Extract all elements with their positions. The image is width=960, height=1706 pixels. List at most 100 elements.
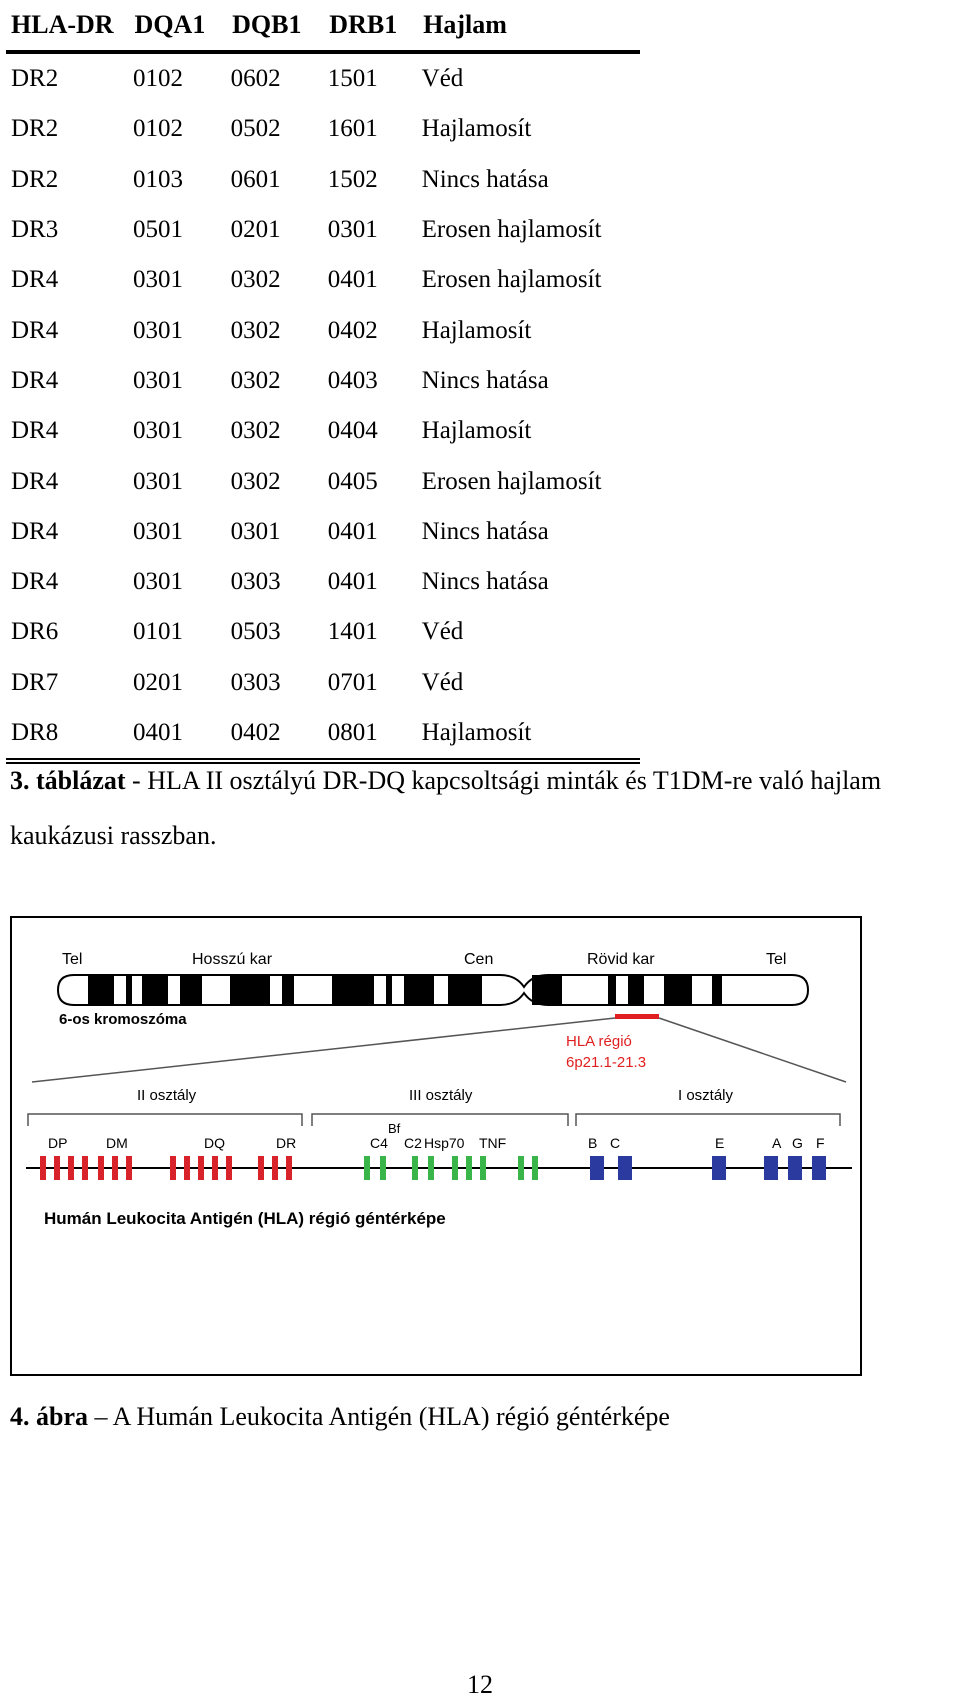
class-ii-gene-mark [258, 1156, 264, 1180]
class-iii-gene-mark [428, 1156, 434, 1180]
table-cell: 0502 [230, 115, 281, 143]
table-cell: 0601 [230, 165, 281, 193]
table-cell: 0302 [230, 266, 281, 294]
gene-label-b: B [588, 1135, 597, 1151]
table-cell: 0401 [327, 517, 378, 545]
gene-label-hsp70: Hsp70 [424, 1135, 465, 1151]
chromosome-bands [88, 975, 722, 1005]
table-row: DR4 0301 0302 0405 Erosen hajlamosít [6, 456, 640, 506]
class-iii-gene-mark [480, 1156, 486, 1180]
table-cell: 0401 [327, 266, 378, 294]
tel-left-label: Tel [62, 951, 82, 968]
table-cell: Hajlamosít [421, 417, 532, 445]
table-cell: 0301 [327, 216, 378, 244]
class-ii-gene-mark [82, 1156, 88, 1180]
gene-marks [40, 1156, 826, 1180]
class-i-label: I osztály [678, 1087, 734, 1104]
class-iii-label: III osztály [409, 1087, 473, 1104]
class-ii-gene-mark [112, 1156, 118, 1180]
class-ii-gene-mark [184, 1156, 190, 1180]
class-iii-gene-mark [412, 1156, 418, 1180]
centromere-label: Cen [464, 951, 493, 968]
class-iii-gene-mark [532, 1156, 538, 1180]
table-cell: 0301 [133, 366, 184, 394]
class-i-bracket [575, 1113, 841, 1126]
class-i-gene-mark [590, 1156, 604, 1180]
gene-label-f: F [816, 1135, 825, 1151]
class-i-gene-mark [764, 1156, 778, 1180]
table-cell: 0302 [230, 417, 281, 445]
table-cell: 0302 [230, 467, 281, 495]
table-cell: 0102 [133, 115, 184, 143]
class-iii-gene-mark [518, 1156, 524, 1180]
table-row: DR2 0103 0601 1502 Nincs hatása [6, 155, 640, 205]
figure-caption: 4. ábra – A Humán Leukocita Antigén (HLA… [10, 1396, 670, 1438]
class-i-gene-mark [712, 1156, 726, 1180]
table-row: DR4 0301 0303 0401 Nincs hatása [6, 557, 640, 607]
table-cell: 0302 [230, 366, 281, 394]
table-cell: 0102 [133, 65, 184, 93]
table-cell: Hajlamosít [421, 316, 532, 344]
class-ii-gene-mark [226, 1156, 232, 1180]
table-row: DR8 0401 0402 0801 Hajlamosít [6, 707, 640, 765]
table-cell: 0503 [230, 618, 281, 646]
table-caption-text: - HLA II osztályú DR-DQ kapcsoltsági min… [125, 766, 882, 795]
class-i-gene-mark [812, 1156, 826, 1180]
figure-title: Humán Leukocita Antigén (HLA) régió gént… [44, 1209, 446, 1228]
table-cell: Véd [421, 65, 464, 93]
table-header-cell: Hajlam [416, 0, 640, 54]
short-arm-label: Rövid kar [587, 951, 655, 968]
table-body: DR2 0102 0602 1501 Véd DR2 0102 0502 1601 Hajlamo… [6, 52, 640, 765]
hla-region-band: 6p21.1-21.3 [566, 1054, 646, 1071]
hla-dr-dq-table: HLA-DR DQA1 DQB1 DRB1 Hajlam DR2 0102 0602… [6, 0, 640, 765]
table-cell: DR2 [11, 165, 59, 193]
table-cell: Véd [421, 668, 464, 696]
table-cell: 0301 [133, 517, 184, 545]
table-cell: 0801 [322, 707, 417, 765]
class-ii-label: II osztály [137, 1087, 197, 1104]
table-cell: 0302 [230, 316, 281, 344]
table-cell: DR4 [11, 316, 59, 344]
class-i-gene-mark [788, 1156, 802, 1180]
table-cell: Nincs hatása [421, 517, 549, 545]
table-header-row: HLA-DR DQA1 DQB1 DRB1 Hajlam [6, 0, 640, 54]
table-header-cell: HLA-DR [6, 0, 130, 54]
table-cell: 1601 [327, 115, 378, 143]
hla-region-marker [615, 1014, 659, 1019]
table-cell: 0103 [133, 165, 184, 193]
class-ii-gene-mark [170, 1156, 176, 1180]
table-cell: Erosen hajlamosít [421, 266, 602, 294]
gene-label-c2: C2 [404, 1135, 422, 1151]
table-cell: 0303 [230, 668, 281, 696]
table-cell: 0404 [327, 417, 378, 445]
long-arm-label: Hosszú kar [192, 951, 273, 968]
class-ii-gene-mark [198, 1156, 204, 1180]
figure-caption-text: – A Humán Leukocita Antigén (HLA) régió … [88, 1402, 670, 1431]
table-header-cell: DRB1 [322, 0, 419, 54]
table-cell: Erosen hajlamosít [421, 216, 602, 244]
table-cell: DR4 [11, 366, 59, 394]
table-caption-label: 3. táblázat [10, 766, 126, 795]
table-row: DR3 0501 0201 0301 Erosen hajlamosít [6, 205, 640, 255]
class-ii-gene-mark [54, 1156, 60, 1180]
chromosome-label: 6-os kromoszóma [59, 1011, 187, 1028]
expansion-line-right [658, 1017, 847, 1083]
table-cell: DR3 [11, 216, 59, 244]
gene-label-tnf: TNF [479, 1135, 506, 1151]
table-cell: Véd [421, 618, 464, 646]
class-ii-gene-mark [126, 1156, 132, 1180]
table-row: DR4 0301 0302 0401 Erosen hajlamosít [6, 255, 640, 305]
table-cell: 0301 [133, 266, 184, 294]
table-cell: 0201 [133, 668, 184, 696]
table-cell: DR7 [11, 668, 59, 696]
table-row: DR4 0301 0302 0403 Nincs hatása [6, 356, 640, 406]
table-row: DR6 0101 0503 1401 Véd [6, 607, 640, 657]
gene-label-dq: DQ [204, 1135, 225, 1151]
table-cell: 0301 [230, 517, 281, 545]
table-row: DR7 0201 0303 0701 Véd [6, 658, 640, 708]
table-cell: 0201 [230, 216, 281, 244]
gene-label-bf: Bf [388, 1121, 401, 1136]
gene-label-c4: C4 [370, 1135, 388, 1151]
hla-gene-map: Tel Hosszú kar Cen Rövid kar Tel [26, 951, 852, 1228]
class-ii-gene-mark [272, 1156, 278, 1180]
